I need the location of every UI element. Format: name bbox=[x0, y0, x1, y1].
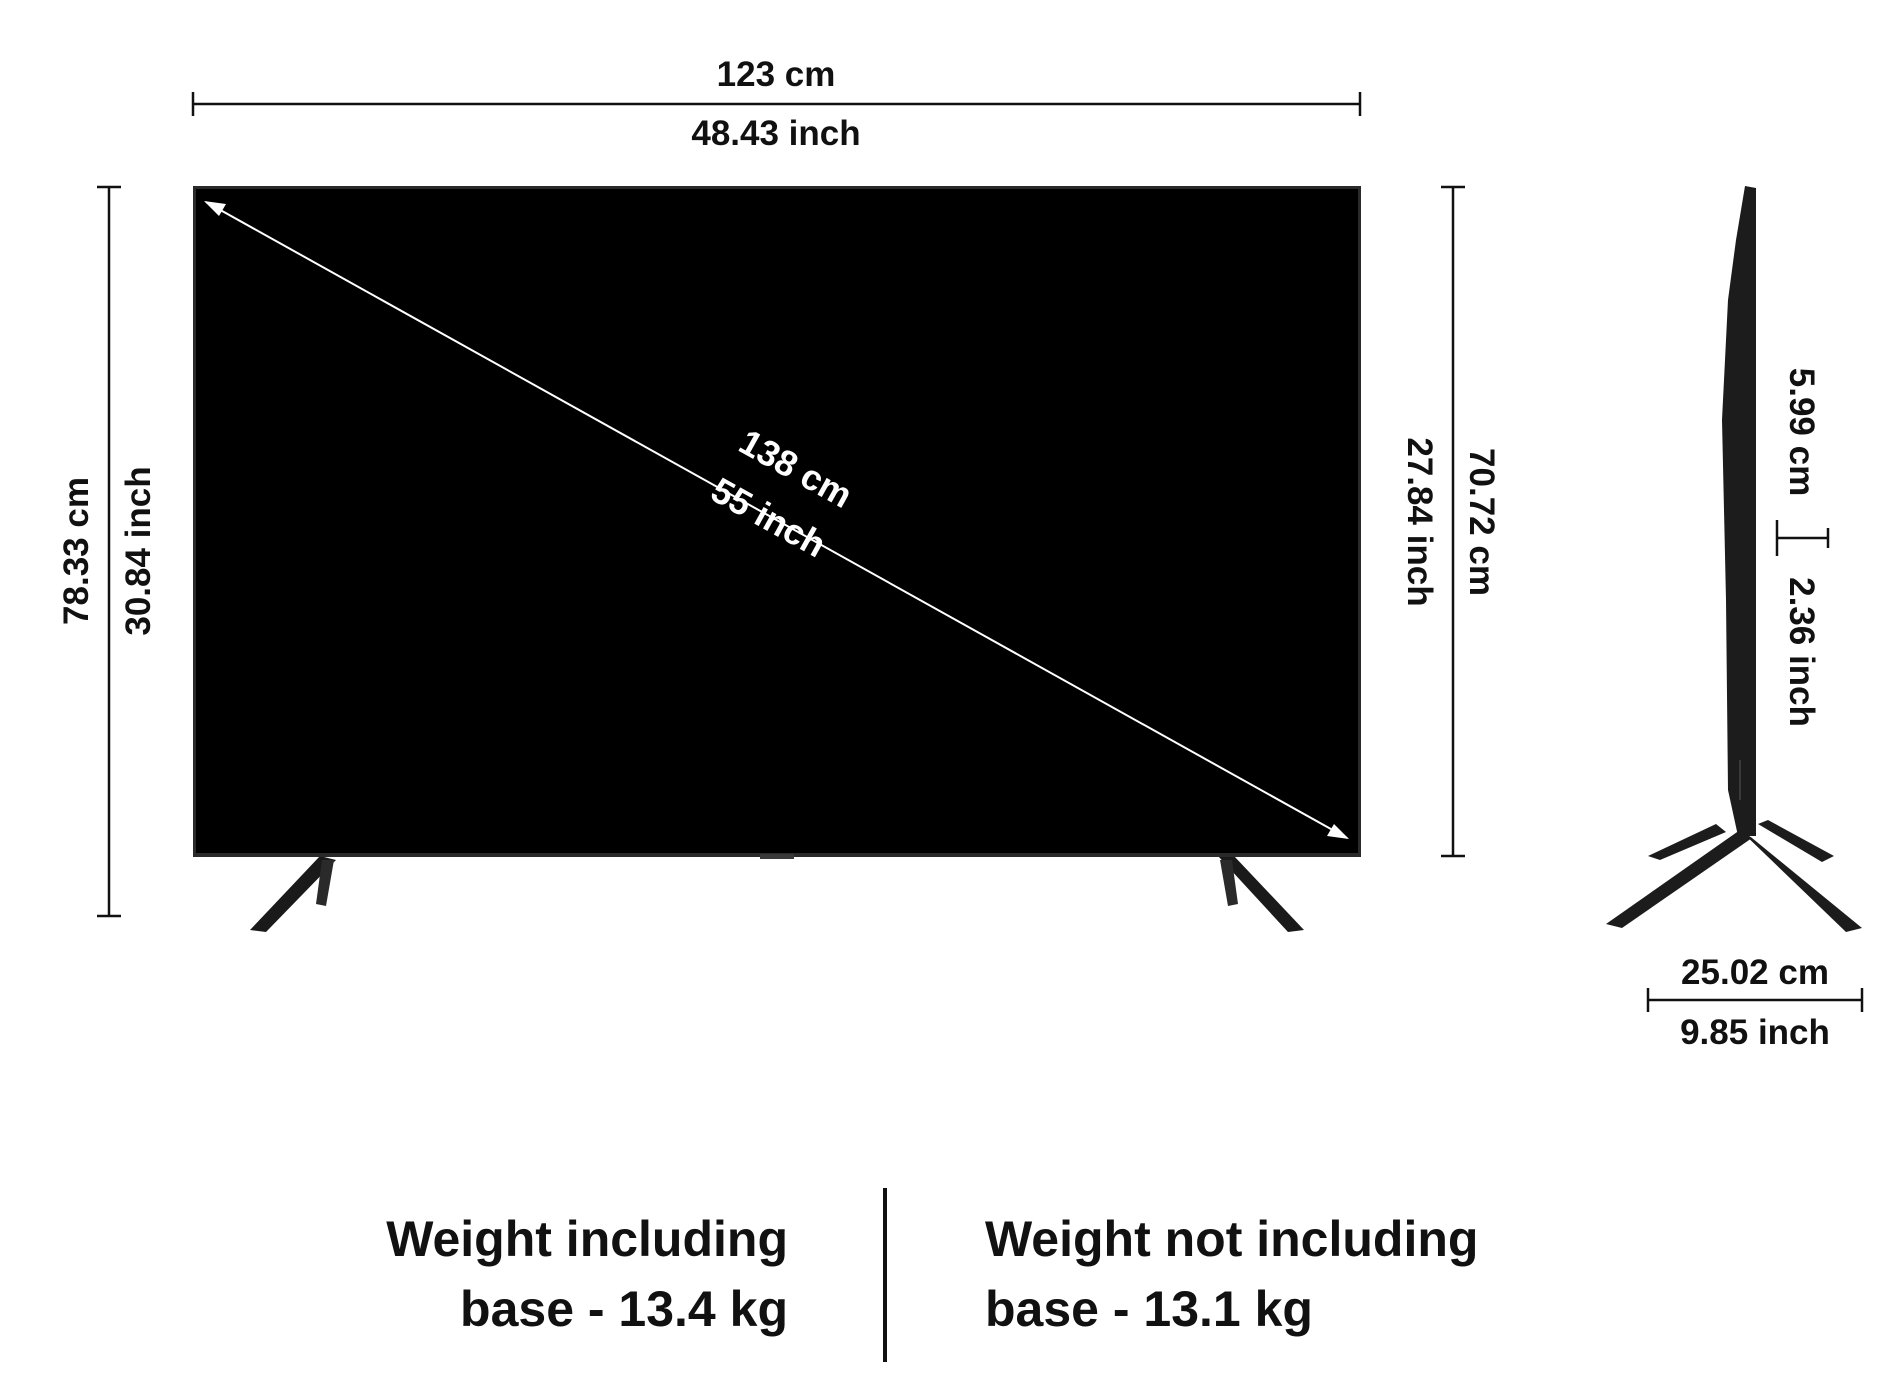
screen-height-inch-label: 27.84 inch bbox=[1400, 437, 1439, 606]
total-height-dimension: 78.33 cm 30.84 inch bbox=[57, 185, 158, 918]
side-base-front-leg bbox=[1606, 830, 1752, 928]
weights-section: Weight including base - 13.4 kg Weight n… bbox=[386, 1188, 1478, 1362]
right-stand bbox=[1218, 856, 1304, 932]
side-panel bbox=[1722, 186, 1756, 836]
weight-without-base-line1: Weight not including bbox=[985, 1211, 1478, 1267]
stand-depth-dimension: 25.02 cm 9.85 inch bbox=[1646, 953, 1864, 1052]
weight-without-base-line2: base - 13.1 kg bbox=[985, 1281, 1313, 1337]
depth-inch-label: 2.36 inch bbox=[1782, 577, 1821, 727]
total-height-inch-label: 30.84 inch bbox=[119, 466, 158, 635]
screen-height-dimension: 27.84 inch 70.72 cm bbox=[1400, 185, 1501, 858]
side-base-top-right bbox=[1758, 820, 1834, 862]
depth-cm-label: 5.99 cm bbox=[1782, 368, 1821, 496]
width-cm-label: 123 cm bbox=[717, 55, 836, 94]
stand-depth-inch-label: 9.85 inch bbox=[1680, 1013, 1830, 1052]
screen-height-cm-label: 70.72 cm bbox=[1462, 448, 1501, 596]
left-stand bbox=[250, 856, 336, 932]
width-dimension: 123 cm 48.43 inch bbox=[191, 55, 1362, 153]
tv-side-view bbox=[1606, 186, 1862, 932]
tv-logo-bar bbox=[760, 854, 794, 859]
weight-with-base-line2: base - 13.4 kg bbox=[460, 1281, 788, 1337]
depth-dimension: 5.99 cm 2.36 inch bbox=[1775, 368, 1830, 727]
side-base-top-left bbox=[1648, 824, 1726, 860]
right-stand-rear bbox=[1220, 860, 1238, 906]
total-height-cm-label: 78.33 cm bbox=[57, 477, 96, 625]
tv-front: 138 cm 55 inch bbox=[193, 186, 1361, 932]
weight-with-base-line1: Weight including bbox=[386, 1211, 788, 1267]
width-inch-label: 48.43 inch bbox=[691, 114, 860, 153]
left-stand-rear bbox=[316, 860, 334, 906]
stand-depth-cm-label: 25.02 cm bbox=[1681, 953, 1829, 992]
side-base-rear-leg bbox=[1740, 830, 1862, 932]
